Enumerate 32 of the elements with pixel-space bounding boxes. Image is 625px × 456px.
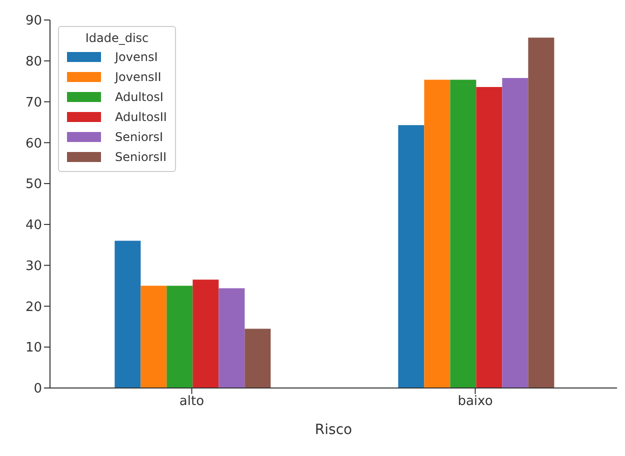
x-tick-label: alto — [179, 394, 204, 410]
legend-label: SeniorsI — [115, 130, 164, 144]
bar — [528, 38, 554, 388]
y-tick-label: 70 — [25, 95, 42, 110]
y-tick-label: 80 — [25, 54, 42, 70]
bar — [166, 286, 193, 388]
y-tick-label: 10 — [25, 340, 42, 356]
legend-label: JovensI — [115, 50, 158, 64]
y-tick-label: 50 — [25, 177, 42, 192]
x-tick-label: baixo — [458, 394, 493, 410]
bar — [476, 87, 502, 388]
bar — [424, 80, 450, 388]
legend-label: JovensII — [115, 70, 162, 84]
y-tick-label: 40 — [25, 218, 42, 234]
legend-label: AdultosII — [115, 110, 167, 124]
x-axis-title: Risco — [314, 422, 352, 438]
legend-title: Idade_disc — [84, 31, 150, 45]
bar — [502, 78, 528, 388]
bar — [114, 240, 141, 388]
bar — [218, 288, 245, 388]
bar — [140, 286, 167, 388]
y-tick-label: 20 — [25, 300, 42, 315]
bar — [244, 328, 271, 388]
bar — [192, 280, 219, 388]
y-tick-label: 30 — [25, 258, 42, 274]
bar — [450, 80, 476, 388]
y-tick-label: 90 — [25, 14, 42, 29]
legend-label: AdultosI — [115, 90, 164, 104]
y-tick-label: 60 — [25, 136, 42, 152]
y-tick-label: 0 — [34, 382, 42, 397]
bar — [398, 125, 424, 388]
legend-label: SeniorsII — [115, 150, 167, 164]
